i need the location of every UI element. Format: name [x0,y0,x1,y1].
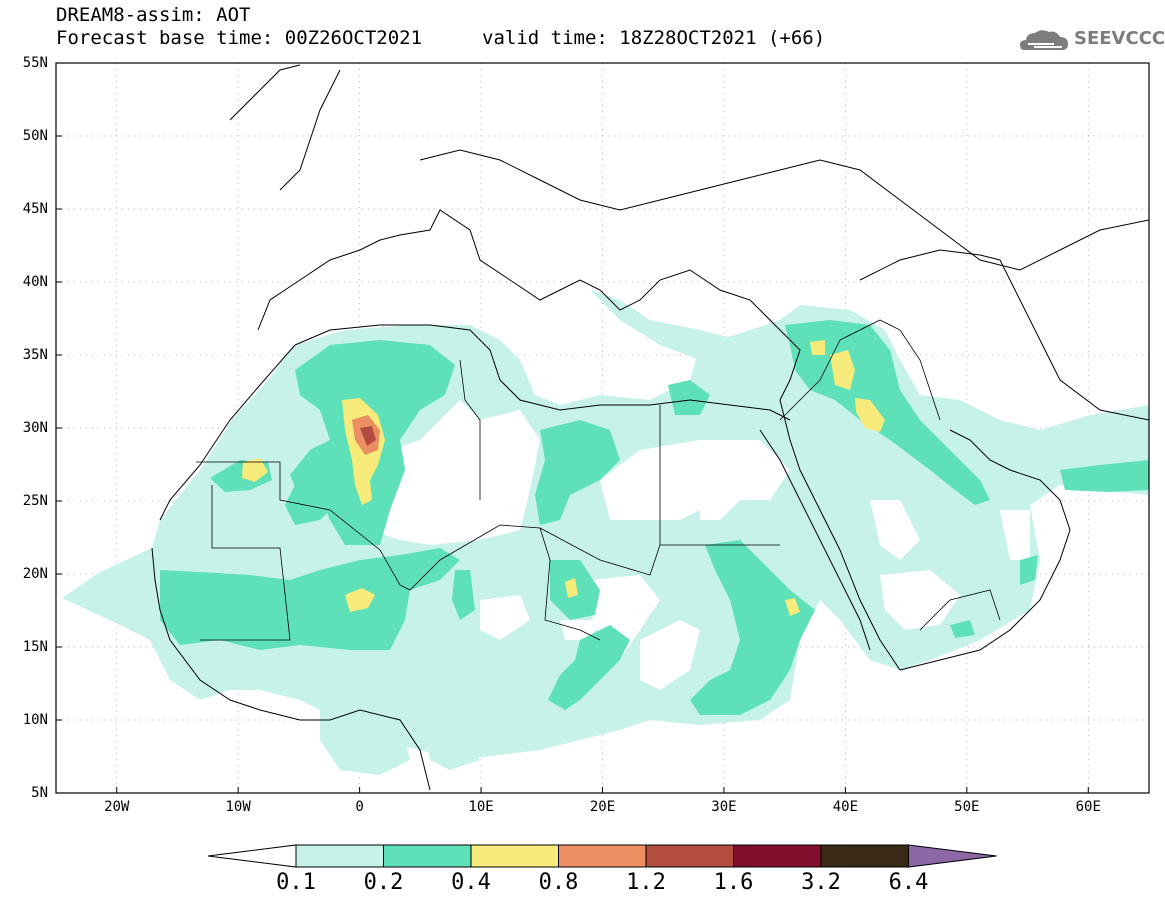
colorbar-label: 1.6 [713,870,754,895]
colorbar-label: 1.2 [626,870,666,895]
latitude-label: 55N [22,55,48,71]
longitude-label: 0 [355,799,364,815]
colorbar-label: 3.2 [801,870,841,895]
latitude-label: 5N [31,785,48,801]
aot-region-persian-gulf [1060,460,1149,492]
aot-region-mauritania [160,548,460,650]
latitude-label: 40N [22,274,48,290]
longitude-label: 20W [104,799,130,815]
aot-region-sudan-max [785,598,800,616]
aot-region-chad-max [565,578,578,598]
aot-region-gulf-max [855,398,885,432]
longitude-label: 60E [1075,799,1101,815]
aot-region-sudan [690,540,815,715]
latitude-label: 25N [22,493,48,509]
longitude-label: 50E [954,799,980,815]
logo-text: SEEVCCC [1074,28,1165,49]
latitude-label: 45N [22,201,48,217]
aot-region-mauritania-max [345,588,375,612]
aot-region-arabia-south [950,620,975,638]
latitude-label: 20N [22,566,48,582]
latitude-label: 35N [22,347,48,363]
aot-region-egypt-coast [668,380,710,415]
valid-time: valid time: 18Z28OCT2021 (+66) [482,27,826,49]
latitude-label: 15N [22,639,48,655]
colorbar-label: 0.8 [538,870,579,895]
longitude-label: 10E [468,799,494,815]
forecast-base-time: Forecast base time: 00Z26OCT2021 [56,27,423,49]
aot-region-western-sahara-max [242,458,268,482]
latitude-label: 10N [22,712,48,728]
colorbar-label: 0.4 [451,870,491,895]
aot-region-sahel-east [425,730,480,770]
longitude-label: 40E [832,799,859,815]
aot-region-core-brown [360,426,376,446]
latitude-label: 30N [22,420,48,436]
aot-region-mali [285,470,340,525]
aot-region-niger [452,570,475,620]
longitude-label: 30E [711,799,737,815]
country-borders [196,319,1001,641]
coastlines [151,64,1149,791]
aot-region-chad-south [548,625,630,710]
aot-region-libya [535,420,620,525]
aot-region-syria-max [810,340,825,355]
map-title: DREAM8-assim: AOT [56,4,251,26]
aot-region-iraq-max [830,350,855,390]
latitude-label: 50N [22,128,48,144]
cloud-logo-icon [1020,30,1068,50]
aot-region-guinea [320,705,410,775]
colorbar-label: 6.4 [888,870,929,895]
aot-region-aegean [590,290,760,360]
longitude-label: 20E [589,799,616,815]
aot-region-oman [1020,555,1038,585]
aot-fields [62,64,1149,791]
colorbar-label: 0.1 [276,870,316,895]
longitude-label: 10W [225,799,251,815]
colorbar-label: 0.2 [363,870,404,895]
axis-ticks [56,62,1089,794]
